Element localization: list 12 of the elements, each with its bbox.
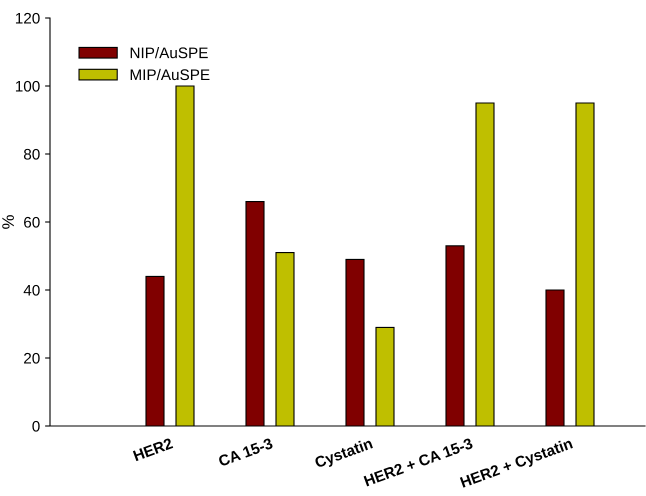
y-tick-label: 20 [24,352,40,364]
y-tick-label: 120 [16,12,40,24]
y-tick-label: 80 [24,148,40,160]
legend-label: NIP/AuSPE [130,47,208,58]
y-tick-label: 0 [32,420,40,432]
legend-label: MIP/AuSPE [130,68,210,80]
y-tick-label: 100 [16,80,40,92]
y-tick-label: 60 [24,216,40,228]
y-tick-label: 40 [24,284,40,296]
y-axis-title: % [2,215,14,229]
x-tick-label: HER2 [132,438,174,462]
x-tick-label: CA 15-3 [218,438,274,467]
